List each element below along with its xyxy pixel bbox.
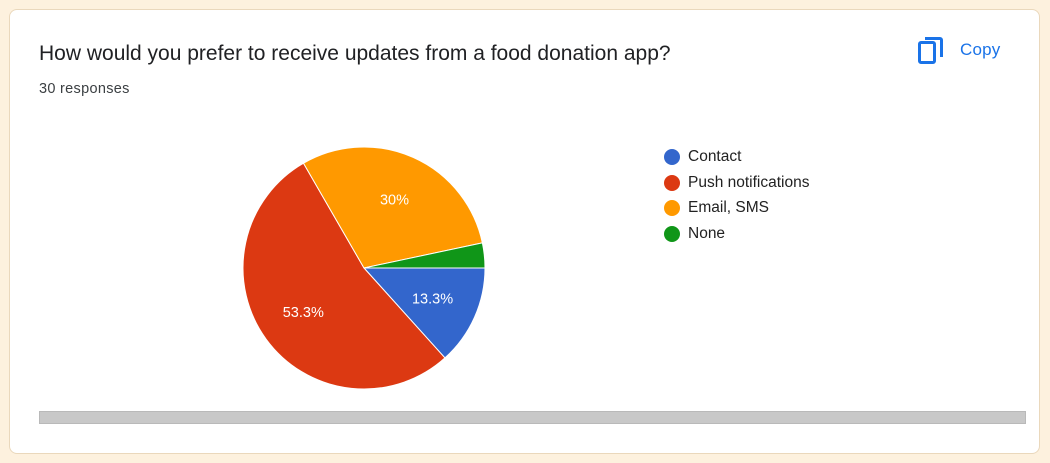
slice-percent-label: 53.3%	[283, 305, 324, 321]
legend-swatch	[664, 174, 680, 191]
horizontal-scrollbar[interactable]	[39, 411, 1026, 424]
pie-slice-none[interactable]	[363, 242, 486, 269]
legend-label: Push notifications	[688, 173, 810, 191]
legend-item[interactable]: Contact	[664, 144, 810, 170]
legend-label: Contact	[688, 147, 742, 165]
chart-card: How would you prefer to receive updates …	[9, 9, 1040, 454]
legend-item[interactable]: Push notifications	[664, 170, 810, 196]
response-count: 30 responses	[39, 81, 130, 97]
chart-legend: Contact Push notifications Email, SMS None	[664, 144, 810, 247]
slice-percent-label: 13.3%	[412, 292, 453, 308]
pie-slice-contact[interactable]	[362, 267, 486, 359]
legend-swatch	[664, 200, 680, 217]
legend-item[interactable]: None	[664, 221, 810, 247]
copy-button[interactable]: Copy	[908, 30, 1011, 70]
slice-percent-label: 30%	[380, 192, 409, 208]
pie-chart: 13.3% 53.3% 30%	[242, 146, 486, 390]
pie-slice-push-notifications[interactable]	[242, 162, 446, 390]
copy-icon	[918, 36, 944, 64]
question-title: How would you prefer to receive updates …	[39, 42, 671, 65]
legend-label: Email, SMS	[688, 199, 769, 217]
copy-label: Copy	[960, 40, 1001, 59]
pie-slice-email-sms[interactable]	[302, 146, 483, 269]
legend-swatch	[664, 225, 680, 242]
legend-label: None	[688, 224, 726, 242]
legend-swatch	[664, 148, 680, 165]
legend-item[interactable]: Email, SMS	[664, 195, 810, 221]
